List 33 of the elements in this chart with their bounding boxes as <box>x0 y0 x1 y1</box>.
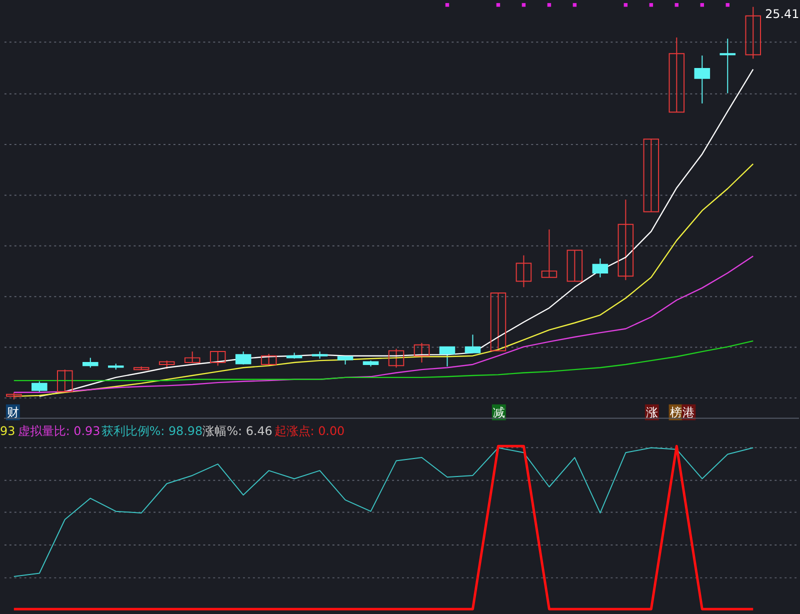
candlestick <box>210 351 226 366</box>
text: 虚拟量比: 0.93 <box>18 424 100 438</box>
text: 获利比例%: 98.98 <box>101 424 203 438</box>
candlestick <box>592 258 608 278</box>
candlestick <box>618 199 634 281</box>
text: 港 <box>682 405 695 420</box>
text: 起涨点: 0.00 <box>274 424 345 438</box>
text: 榜 <box>670 405 682 420</box>
candlestick <box>82 357 98 368</box>
candlestick <box>541 228 558 278</box>
candlestick <box>184 351 200 364</box>
candlestick <box>516 254 532 288</box>
text: 减 <box>492 405 505 420</box>
candlestick <box>414 342 430 364</box>
text: 财 <box>6 405 19 420</box>
text: 93 <box>0 424 16 438</box>
candlestick <box>464 334 481 354</box>
candlestick <box>32 380 48 393</box>
candlestick <box>235 351 252 365</box>
candlestick <box>720 38 736 94</box>
candlestick <box>439 346 456 367</box>
candlestick <box>694 55 710 104</box>
candlestick <box>388 348 404 368</box>
text: 涨幅%: 6.46 <box>202 424 272 438</box>
candlestick <box>57 369 73 393</box>
text: 涨 <box>646 405 658 420</box>
candlestick <box>490 292 506 352</box>
candlestick <box>668 37 685 113</box>
candlestick <box>566 250 583 282</box>
candlestick <box>643 138 660 212</box>
annotation: 25.41 <box>765 6 800 21</box>
candlestick <box>745 6 762 60</box>
candlestick <box>260 353 277 366</box>
